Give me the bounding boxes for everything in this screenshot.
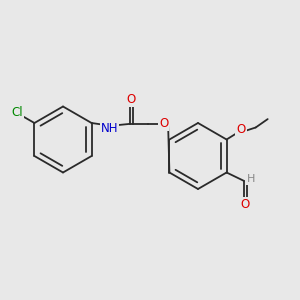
Text: O: O <box>127 93 136 106</box>
Text: H: H <box>246 174 255 184</box>
Text: O: O <box>159 117 168 130</box>
Text: O: O <box>241 198 250 211</box>
Text: O: O <box>236 123 246 136</box>
Text: Cl: Cl <box>12 106 23 119</box>
Text: NH: NH <box>100 122 118 136</box>
